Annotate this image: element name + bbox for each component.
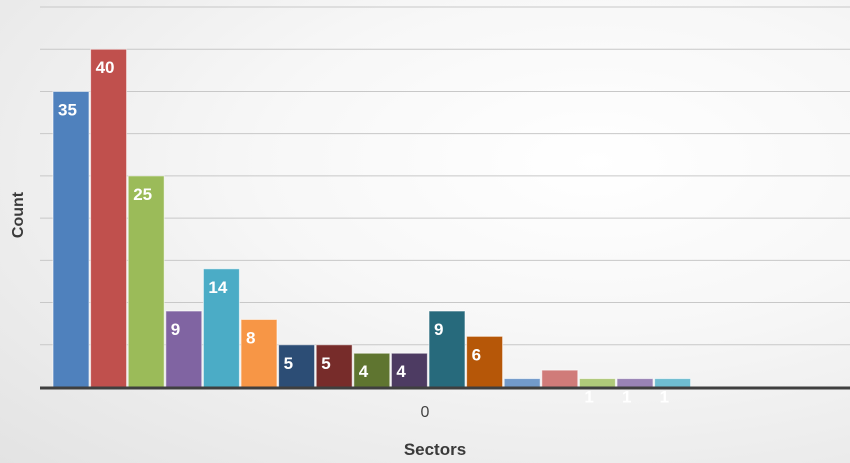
- bar: [503, 378, 541, 388]
- bar: [578, 378, 616, 388]
- data-label: 5: [284, 354, 293, 373]
- x-axis-label: Sectors: [403, 440, 467, 459]
- data-label: 40: [96, 58, 115, 77]
- data-label: 1: [622, 388, 631, 407]
- data-label: 14: [208, 278, 227, 297]
- bar: [52, 90, 90, 388]
- bar: [541, 369, 579, 388]
- data-label: 1: [584, 388, 593, 407]
- data-label: 9: [434, 320, 443, 339]
- bar: [390, 352, 428, 388]
- bar: [616, 378, 654, 388]
- bar: [466, 335, 504, 388]
- y-axis-label: Count: [10, 191, 28, 239]
- data-label: 6: [472, 345, 481, 364]
- y-axis-label-wrapper: Count: [8, 160, 30, 270]
- data-label: 4: [359, 362, 369, 381]
- x-tick-label: 0: [420, 404, 430, 421]
- bar: [90, 48, 128, 388]
- data-label: 5: [321, 354, 330, 373]
- bar: [428, 310, 466, 388]
- data-label: 8: [246, 328, 255, 347]
- data-label: 9: [171, 320, 180, 339]
- data-label: 35: [58, 100, 77, 119]
- data-label: 25: [133, 185, 152, 204]
- data-label: 1: [660, 388, 669, 407]
- bar: [127, 175, 165, 388]
- bar: [165, 310, 203, 388]
- bar: [654, 378, 692, 388]
- data-label: 4: [396, 362, 406, 381]
